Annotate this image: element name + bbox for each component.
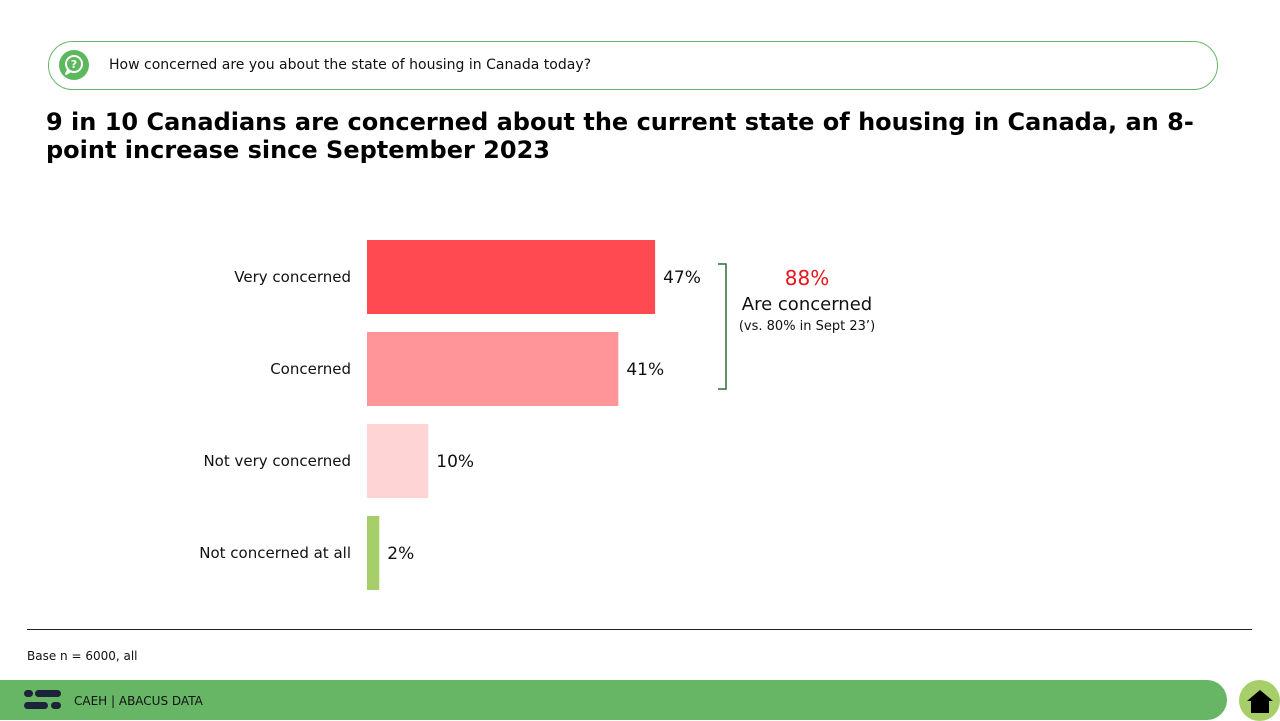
bar-very-concerned [367, 240, 656, 314]
callout-subtext: (vs. 80% in Sept 23’) [738, 319, 876, 334]
bar-concerned [367, 332, 619, 406]
svg-text:?: ? [71, 58, 77, 71]
page-title: 9 in 10 Canadians are concerned about th… [46, 108, 1194, 164]
value-label-not-very-concerned: 10% [436, 452, 474, 472]
home-button[interactable] [1239, 680, 1280, 721]
category-label-concerned: Concerned [270, 360, 351, 378]
footer-bar: CAEH | ABACUS DATA [0, 680, 1227, 720]
category-label-not-concerned-at-all: Not concerned at all [199, 544, 351, 562]
bar-not-very-concerned [367, 424, 429, 498]
category-label-not-very-concerned: Not very concerned [203, 452, 351, 470]
home-icon [1246, 689, 1273, 713]
question-bubble-icon: ? [59, 50, 89, 80]
value-label-very-concerned: 47% [663, 268, 701, 288]
callout-label: Are concerned [741, 294, 873, 315]
callout-percent: 88% [784, 266, 830, 290]
question-text: How concerned are you about the state of… [109, 57, 592, 73]
footer-divider [27, 629, 1252, 630]
value-label-concerned: 41% [626, 360, 664, 380]
concerned-bracket [718, 263, 727, 390]
footer-text: CAEH | ABACUS DATA [74, 694, 203, 708]
value-label-not-concerned-at-all: 2% [387, 544, 414, 564]
category-label-very-concerned: Very concerned [234, 268, 351, 286]
bar-not-concerned-at-all [367, 516, 380, 590]
base-note: Base n = 6000, all [27, 649, 138, 663]
concerned-callout: 88% Are concerned (vs. 80% in Sept 23’) [732, 264, 882, 336]
question-box: ? How concerned are you about the state … [48, 41, 1218, 90]
abacus-logo-icon [24, 689, 64, 715]
